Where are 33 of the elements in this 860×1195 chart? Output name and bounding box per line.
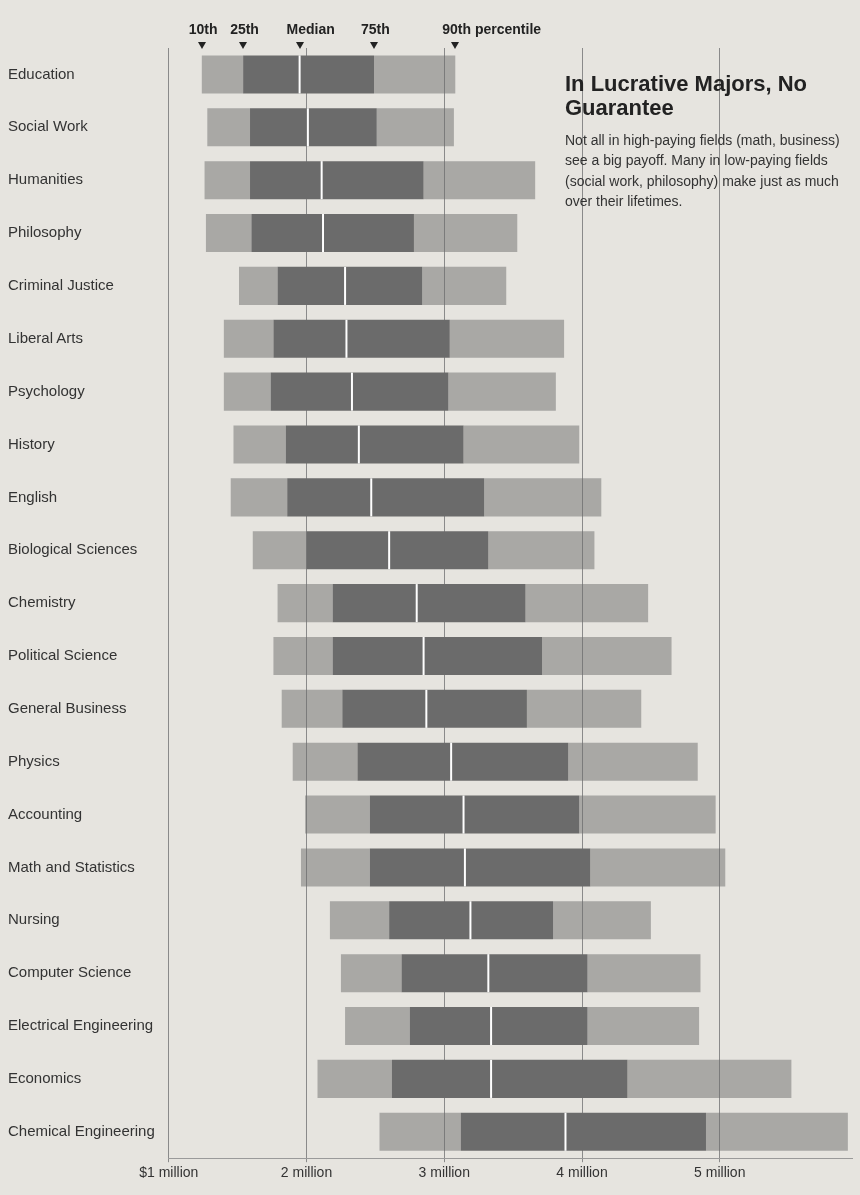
y-tick-label: Liberal Arts bbox=[8, 328, 84, 346]
y-tick-label: Economics bbox=[8, 1069, 82, 1087]
y-tick-label: Chemistry bbox=[8, 593, 77, 611]
y-tick-label: Philosophy bbox=[8, 223, 82, 241]
text: 90th percentile bbox=[442, 21, 542, 38]
y-tick-label: Nursing bbox=[8, 910, 60, 928]
text: Median bbox=[286, 21, 335, 38]
y-tick-label: Psychology bbox=[8, 381, 86, 399]
x-tick-label: 2 million bbox=[280, 1164, 333, 1181]
text: In Lucrative Majors, No Guarantee bbox=[565, 71, 809, 121]
y-tick-label: Computer Science bbox=[8, 963, 132, 981]
y-tick-label: Biological Sciences bbox=[8, 540, 138, 558]
x-tick-label: 5 million bbox=[694, 1164, 746, 1181]
y-tick-label: Electrical Engineering bbox=[8, 1016, 154, 1034]
y-tick-label: History bbox=[8, 434, 56, 452]
y-tick-label: Social Work bbox=[8, 117, 89, 135]
y-tick-label: Accounting bbox=[8, 804, 83, 822]
y-tick-label: General Business bbox=[8, 698, 127, 716]
y-tick-label: Humanities bbox=[8, 170, 84, 188]
y-tick-label: Criminal Justice bbox=[8, 276, 114, 294]
x-tick-label: 4 million bbox=[556, 1164, 608, 1181]
y-tick-label: Political Science bbox=[8, 646, 118, 664]
y-tick-label: Chemical Engineering bbox=[8, 1121, 155, 1139]
y-tick-label: English bbox=[8, 487, 58, 505]
x-tick-label: 3 million bbox=[418, 1164, 470, 1181]
y-tick-label: Math and Statistics bbox=[8, 857, 135, 875]
x-tick-label: $1 million bbox=[139, 1164, 199, 1181]
text: 25th bbox=[230, 21, 259, 38]
text: 75th bbox=[360, 21, 390, 38]
y-tick-label: Physics bbox=[8, 751, 60, 769]
y-tick-label: Education bbox=[8, 64, 75, 82]
text: Not all in high-paying fields (math, business) see a big payoff. Many in low-paying fields (social work, philosophy) make just as much over their lifetimes. bbox=[565, 131, 841, 211]
text: 10th bbox=[188, 21, 218, 38]
